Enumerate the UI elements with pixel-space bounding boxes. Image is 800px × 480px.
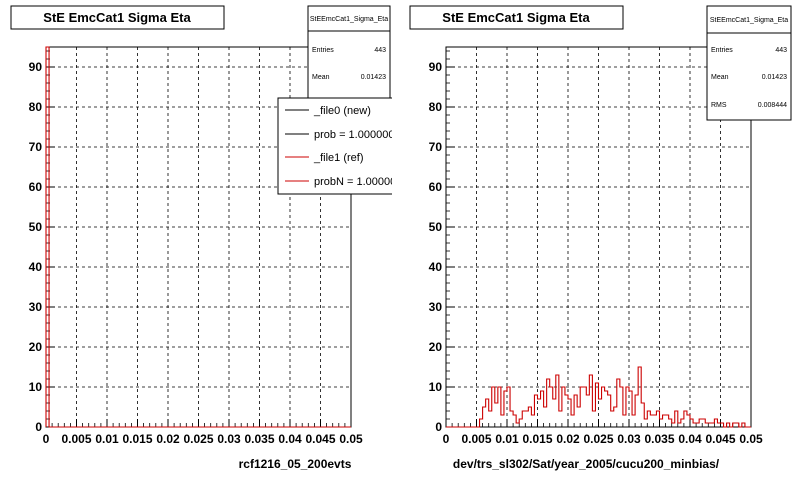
left-stats-mean-label: Mean [312,74,330,81]
x-tick-label: 0.05 [339,432,363,446]
legend-item-probN: probN = 1.000000 [314,176,402,188]
left-stats-mean: 0.01423 [361,74,386,81]
x-tick-label: 0.005 [61,432,91,446]
right-y-tick-labels: 0 10 20 30 40 50 60 70 80 90 [429,60,443,434]
right-histogram [446,366,751,428]
right-stats-name: StEEmcCat1_Sigma_Eta [710,17,788,24]
y-tick-label: 20 [29,340,43,354]
right-ticks [445,50,752,428]
y-tick-label: 80 [29,100,43,114]
right-stats-entries-label: Entries [711,47,733,54]
left-panel: StE EmcCat1 Sigma Eta 0 0.005 0.01 0.015 0.0… [10,5,406,471]
left-stats-frame [307,5,391,101]
right-title: StE EmcCat1 Sigma Eta [442,10,590,25]
right-stats-mean-label: Mean [711,74,729,81]
right-stats-entries: 443 [775,47,787,54]
x-tick-label: 0.02 [556,432,580,446]
right-stats-box: StEEmcCat1_Sigma_Eta Entries 443 Mean 0.… [706,5,792,121]
left-stats-entries-label: Entries [312,47,334,54]
right-xlabel: dev/trs_sl302/Sat/year_2005/cucu200_minb… [453,457,720,471]
y-tick-label: 80 [429,100,443,114]
y-tick-label: 10 [29,380,43,394]
right-stats-mean: 0.01423 [762,74,787,81]
x-tick-label: 0.03 [217,432,241,446]
x-tick-label: 0.03 [617,432,641,446]
legend-item-ref: _file1 (ref) [313,152,364,164]
y-tick-label: 60 [429,180,443,194]
x-tick-label: 0 [43,432,50,446]
x-tick-label: 0.04 [678,432,702,446]
right-grid [446,47,751,427]
x-tick-label: 0.035 [644,432,674,446]
x-tick-label: 0.05 [739,432,763,446]
right-x-tick-labels: 0 0.005 0.01 0.015 0.02 0.025 0.03 0.035 0.04 0.0… [443,432,763,446]
x-tick-label: 0.02 [156,432,180,446]
y-tick-label: 60 [29,180,43,194]
x-tick-label: 0.025 [183,432,213,446]
left-histogram [45,46,351,428]
left-stats-box: StEEmcCat1_Sigma_Eta Entries 443 Mean 0.… [307,5,391,101]
x-tick-label: 0.04 [278,432,302,446]
y-tick-label: 90 [429,60,443,74]
y-tick-label: 30 [29,300,43,314]
y-tick-label: 70 [29,140,43,154]
left-y-tick-labels: 0 10 20 30 40 50 60 70 80 90 [29,60,43,434]
y-tick-label: 90 [29,60,43,74]
left-xlabel: rcf1216_05_200evts [239,457,352,471]
y-tick-label: 30 [429,300,443,314]
y-tick-label: 50 [429,220,443,234]
left-histogram-line [45,46,351,428]
y-tick-label: 20 [429,340,443,354]
x-tick-label: 0.025 [583,432,613,446]
left-title-box [10,5,225,30]
right-plot-area: 0 0.005 0.01 0.015 0.02 0.025 0.03 0.035 0.04 0.0… [429,46,763,446]
legend-frame [277,97,395,195]
y-tick-label: 40 [29,260,43,274]
y-tick-label: 40 [429,260,443,274]
left-x-tick-labels: 0 0.005 0.01 0.015 0.02 0.025 0.03 0.035 0.04 0.0… [43,432,363,446]
y-tick-label: 0 [435,420,442,434]
right-stats-rms-label: RMS [711,102,727,109]
x-tick-label: 0.015 [522,432,552,446]
x-tick-label: 0.045 [305,432,335,446]
right-histogram-line [446,366,751,428]
x-tick-label: 0.015 [122,432,152,446]
left-stats-name: StEEmcCat1_Sigma_Eta [310,16,388,23]
right-stats-frame [706,5,792,121]
x-tick-label: 0.005 [461,432,491,446]
right-title-box [409,5,624,30]
left-stats-entries: 443 [374,47,386,54]
right-plot-frame [445,46,752,428]
x-tick-label: 0.01 [95,432,119,446]
left-title: StE EmcCat1 Sigma Eta [43,10,191,25]
x-tick-label: 0.01 [495,432,519,446]
x-tick-label: 0.045 [705,432,735,446]
y-tick-label: 0 [35,420,42,434]
x-tick-label: 0 [443,432,450,446]
legend-item-prob: prob = 1.000000 [314,129,394,141]
y-tick-label: 10 [429,380,443,394]
legend: _file0 (new) prob = 1.000000 _file1 (ref… [277,97,402,195]
legend-item-new: _file0 (new) [313,105,371,117]
y-tick-label: 50 [29,220,43,234]
y-tick-label: 70 [429,140,443,154]
right-panel: StE EmcCat1 Sigma Eta 0 0.005 0.01 0.015 0.0… [409,5,792,471]
x-tick-label: 0.035 [244,432,274,446]
right-stats-rms: 0.008444 [758,102,787,109]
